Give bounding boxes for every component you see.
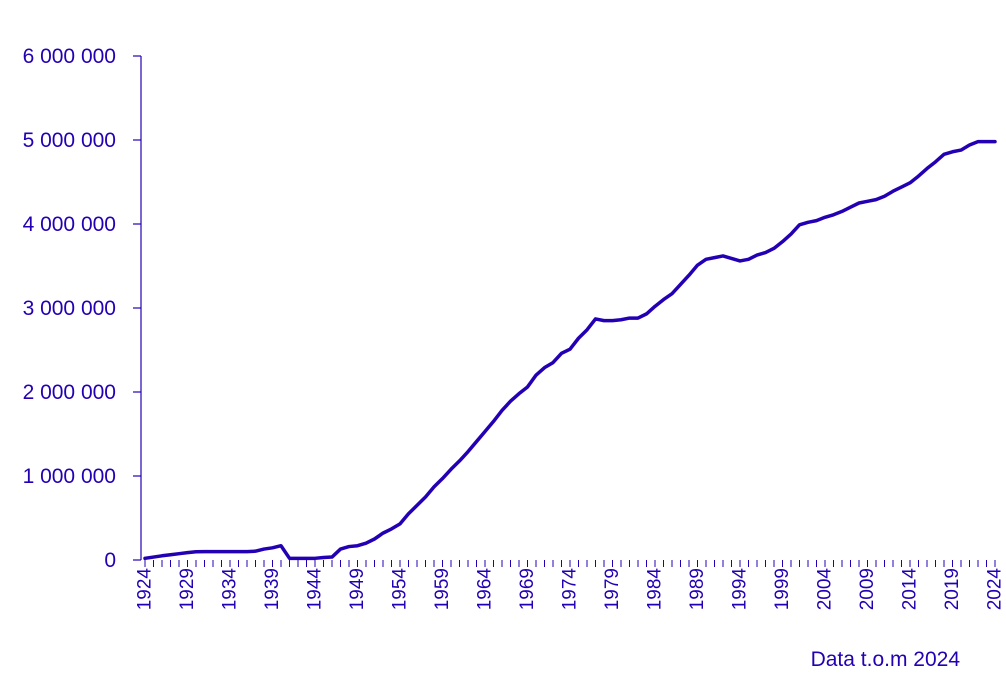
y-tick-label: 2 000 000 bbox=[23, 381, 116, 404]
y-tick-label: 6 000 000 bbox=[23, 45, 116, 68]
y-tick-label: 3 000 000 bbox=[23, 297, 116, 320]
x-tick-label: 1959 bbox=[432, 568, 453, 610]
series-line bbox=[143, 139, 997, 561]
x-tick-label: 1979 bbox=[602, 568, 623, 610]
x-tick-label: 2024 bbox=[985, 568, 1006, 611]
x-tick-label: 1944 bbox=[305, 568, 326, 611]
x-tick-label: 1954 bbox=[390, 568, 411, 611]
data-note: Data t.o.m 2024 bbox=[811, 648, 961, 671]
x-axis-ticks: 1924 1929 1934 1939 1944 1949 1954 1959 1964 1969… bbox=[135, 560, 1006, 610]
x-tick-label: 1939 bbox=[262, 568, 283, 610]
x-tick-label: 1974 bbox=[560, 568, 581, 611]
y-tick-label: 1 000 000 bbox=[23, 465, 116, 488]
y-tick-label: 0 bbox=[104, 549, 116, 572]
x-tick-label: 1924 bbox=[135, 568, 156, 611]
y-tick-label: 4 000 000 bbox=[23, 213, 116, 236]
x-tick-label: 2019 bbox=[942, 568, 963, 610]
x-tick-label: 1929 bbox=[177, 568, 198, 610]
y-tick-label: 5 000 000 bbox=[23, 129, 116, 152]
x-tick-label: 1969 bbox=[517, 568, 538, 610]
y-axis-ticks: 0 1 000 000 2 000 000 3 000 000 4 000 000 5 0… bbox=[23, 45, 141, 572]
x-tick-label: 1999 bbox=[772, 568, 793, 610]
x-tick-label: 1984 bbox=[645, 568, 666, 611]
x-tick-label: 1964 bbox=[475, 568, 496, 611]
x-tick-label: 1934 bbox=[220, 568, 241, 611]
x-tick-label: 2014 bbox=[900, 568, 921, 611]
x-tick-label: 1994 bbox=[730, 568, 751, 611]
x-tick-label: 1989 bbox=[687, 568, 708, 610]
x-tick-label: 2009 bbox=[857, 568, 878, 610]
x-tick-label: 1949 bbox=[347, 568, 368, 610]
x-tick-label: 2004 bbox=[815, 568, 836, 611]
